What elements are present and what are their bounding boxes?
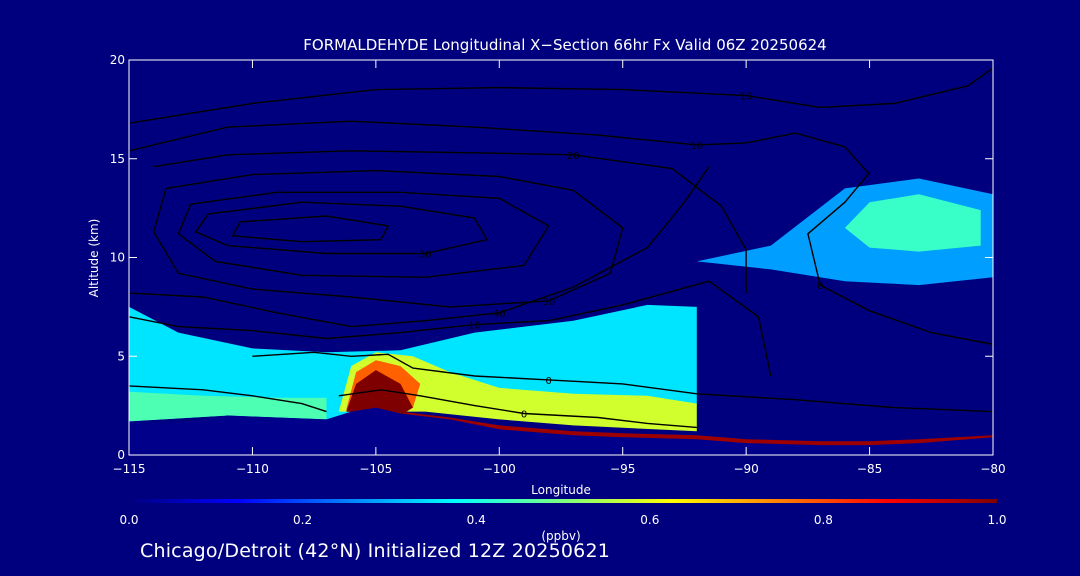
contour-label: 30 [419, 250, 432, 261]
contour-label: 10 [690, 141, 703, 152]
x-tick-label: −115 [113, 462, 146, 476]
colorbar-tick-label: 0.6 [640, 513, 659, 527]
contour-line [129, 120, 871, 176]
colorbar-tick-label: 0.2 [293, 513, 312, 527]
y-tick-label: 10 [110, 251, 125, 265]
colorbar-label: (ppbv) [541, 529, 580, 543]
y-tick-label: 20 [110, 53, 125, 67]
x-tick-label: −105 [359, 462, 392, 476]
x-axis-label: Longitude [531, 483, 591, 497]
region-boundary-plume [338, 352, 697, 432]
contour-line [194, 201, 488, 255]
colorbar-ticks: 0.0 0.2 0.4 0.6 0.8 1.0 [119, 513, 1006, 527]
colorbar [129, 499, 997, 503]
contour-line [129, 166, 710, 328]
x-tick-label: −80 [980, 462, 1005, 476]
colorbar-tick-label: 0.0 [119, 513, 138, 527]
x-tick-label: −110 [236, 462, 269, 476]
colorbar-tick-label: 0.4 [467, 513, 486, 527]
contour-line [807, 172, 993, 346]
x-axis: −115 −110 −105 −100 −95 −90 −85 −80 [113, 60, 1006, 476]
contour-line [252, 351, 993, 413]
contour-label: 10 [740, 92, 753, 103]
y-tick-label: 15 [110, 152, 125, 166]
chart-title: FORMALDEHYDE Longitudinal X−Section 66hr… [303, 36, 826, 54]
y-tick-label: 0 [117, 448, 125, 462]
y-axis-label: Altitude (km) [87, 219, 101, 298]
contour-line [129, 67, 993, 124]
terrain-ground [129, 407, 993, 455]
contour-label: 10 [468, 321, 481, 332]
y-tick-label: 5 [117, 349, 125, 363]
footer-caption: Chicago/Detroit (42°N) Initialized 12Z 2… [140, 540, 611, 562]
colorbar-tick-label: 0.8 [814, 513, 833, 527]
x-tick-label: −100 [483, 462, 516, 476]
contour-line [231, 215, 390, 243]
contour-label: 30 [542, 297, 555, 308]
region-eastern-upper-core [844, 194, 981, 252]
x-tick-label: −95 [610, 462, 635, 476]
contour-label: 20 [567, 151, 580, 162]
contour-line [152, 169, 624, 308]
contour-lines: 10 10 20 30 30 40 10 0 0 0 [129, 67, 993, 429]
y-axis: 0 5 10 15 20 [110, 53, 993, 462]
contour-label: 0 [521, 410, 527, 421]
x-tick-label: −85 [857, 462, 882, 476]
contour-line [153, 150, 747, 294]
contour-line [129, 385, 327, 413]
contour-label: 40 [493, 309, 506, 320]
contour-line [177, 191, 550, 279]
contour-line [129, 280, 772, 377]
x-tick-label: −90 [733, 462, 758, 476]
contour-label: 0 [817, 281, 823, 292]
contour-label: 0 [546, 376, 552, 387]
terrain-mask [129, 407, 993, 455]
contour-line [338, 389, 697, 429]
region-surface-core [346, 370, 413, 416]
colorbar-tick-label: 1.0 [987, 513, 1006, 527]
